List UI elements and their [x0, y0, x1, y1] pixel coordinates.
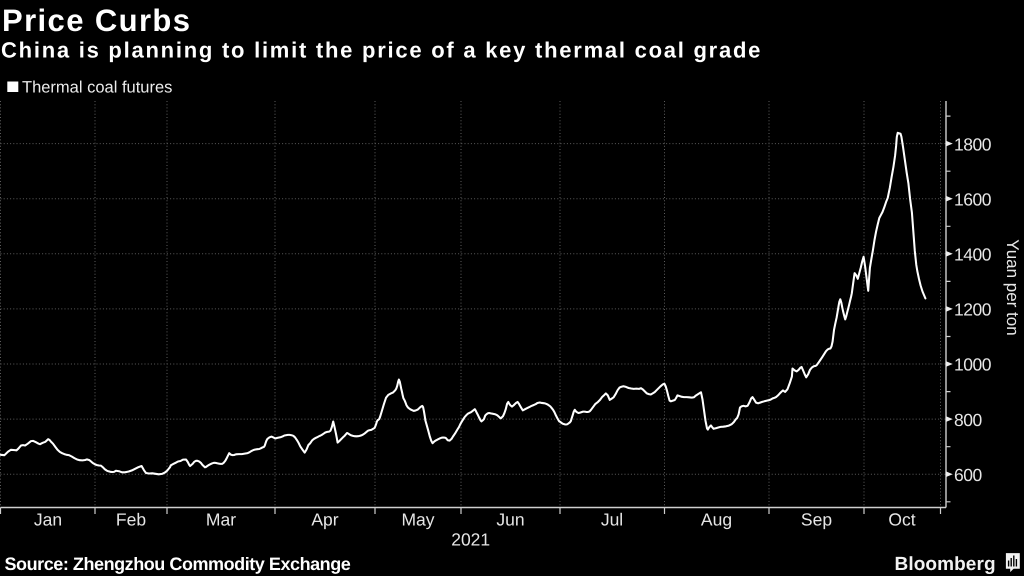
- svg-text:1600: 1600: [954, 189, 992, 209]
- svg-text:Price Curbs: Price Curbs: [2, 3, 191, 38]
- svg-text:Bloomberg: Bloomberg: [895, 554, 996, 575]
- svg-text:Jan: Jan: [34, 510, 62, 530]
- svg-text:800: 800: [954, 410, 982, 430]
- svg-text:1800: 1800: [954, 134, 992, 154]
- svg-text:1400: 1400: [954, 245, 992, 265]
- svg-text:China is planning to limit the: China is planning to limit the price of …: [1, 38, 762, 63]
- svg-text:1200: 1200: [954, 300, 992, 320]
- svg-text:Apr: Apr: [311, 510, 338, 530]
- svg-text:1000: 1000: [954, 355, 992, 375]
- svg-text:Mar: Mar: [206, 510, 236, 530]
- svg-text:600: 600: [954, 465, 982, 485]
- svg-text:Oct: Oct: [888, 510, 915, 530]
- svg-text:2021: 2021: [451, 529, 490, 549]
- svg-text:Jul: Jul: [601, 510, 623, 530]
- svg-text:Aug: Aug: [701, 510, 732, 530]
- svg-text:Thermal coal futures: Thermal coal futures: [22, 79, 172, 97]
- svg-text:Source: Zhengzhou Commodity Ex: Source: Zhengzhou Commodity Exchange: [5, 554, 351, 574]
- svg-text:Feb: Feb: [116, 510, 146, 530]
- svg-text:Yuan per ton: Yuan per ton: [1003, 239, 1022, 335]
- svg-text:May: May: [401, 510, 434, 530]
- svg-text:Sep: Sep: [801, 510, 832, 530]
- svg-text:Jun: Jun: [496, 510, 524, 530]
